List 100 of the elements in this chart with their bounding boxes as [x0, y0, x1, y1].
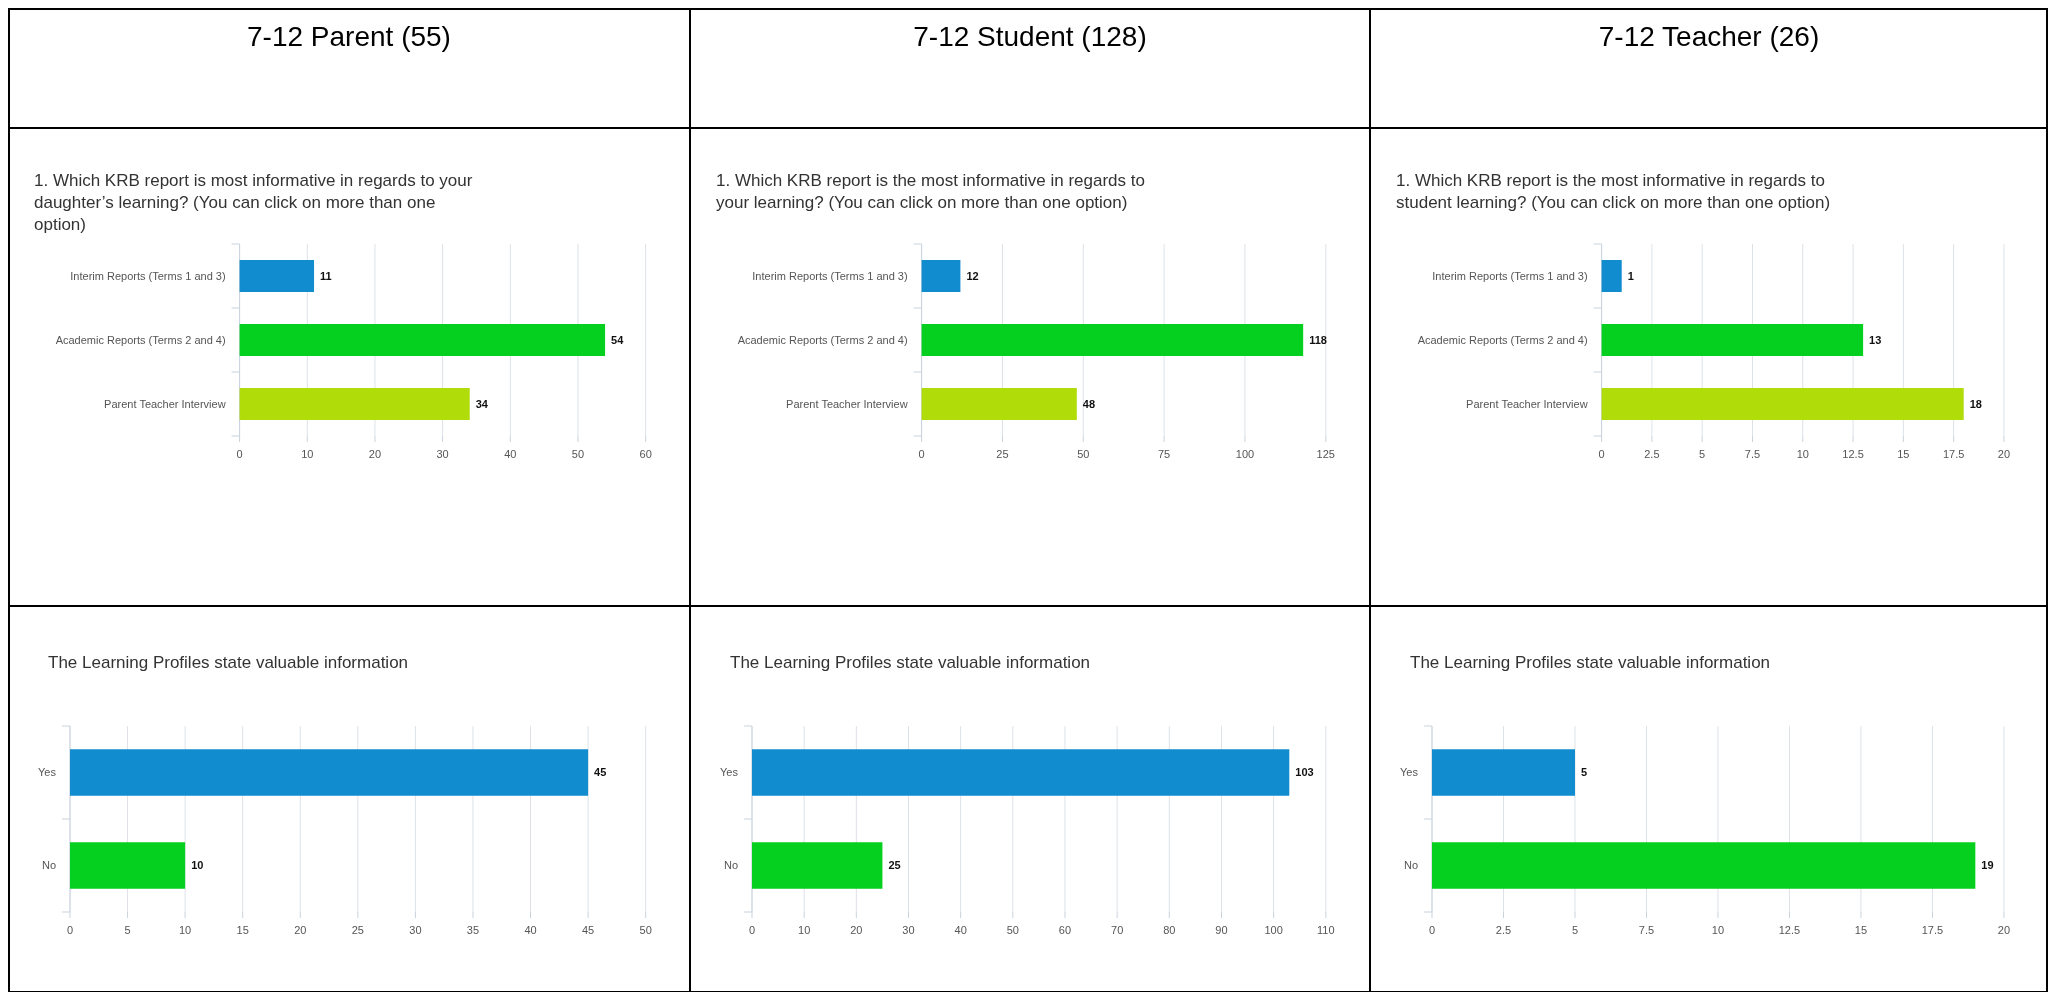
data-label: 1	[1627, 269, 1634, 282]
x-tick-label: 17.5	[1942, 448, 1965, 460]
y-tick-label: Yes	[720, 766, 739, 779]
chart-title: 7-12 Parent (55)	[247, 21, 451, 52]
x-tick-label: 60	[639, 448, 652, 460]
x-tick-label: 7.5	[1638, 924, 1655, 936]
data-label: 11	[320, 269, 332, 282]
data-label: 18	[1969, 397, 1982, 410]
data-label: 10	[191, 859, 204, 872]
chart-title: The Learning Profiles state valuable information	[48, 653, 409, 672]
x-tick-label: 10	[1796, 448, 1809, 460]
data-label: 45	[594, 766, 607, 779]
y-tick-label: No	[723, 859, 738, 872]
data-label: 25	[888, 859, 901, 872]
y-tick-label: Interim Reports (Terms 1 and 3)	[1432, 269, 1588, 282]
y-tick-label: Academic Reports (Terms 2 and 4)	[1417, 333, 1588, 346]
data-label: 48	[1082, 397, 1096, 410]
x-tick-label: 10	[301, 448, 314, 460]
x-tick-label: 30	[436, 448, 449, 460]
bar	[1601, 388, 1964, 420]
x-tick-label: 0	[748, 924, 756, 936]
y-tick-label: Interim Reports (Terms 1 and 3)	[752, 269, 908, 282]
x-tick-label: 110	[1317, 924, 1335, 936]
chart-subtitle: 1. Which KRB report is the most informative in regards to student learning? (You can click on more than one option)	[1396, 171, 1831, 212]
bar	[921, 388, 1077, 420]
x-tick-label: 20	[368, 448, 382, 460]
bar	[921, 260, 961, 292]
bar	[1601, 324, 1864, 356]
x-tick-label: 30	[409, 924, 422, 936]
x-tick-label: 90	[1215, 924, 1228, 936]
x-tick-label: 70	[1111, 924, 1124, 936]
data-label: 103	[1295, 766, 1314, 779]
x-tick-label: 60	[1058, 924, 1072, 936]
bar	[239, 388, 470, 420]
x-tick-label: 0	[236, 448, 243, 460]
x-tick-label: 50	[571, 448, 585, 460]
chart-subtitle: 1. Which KRB report is the most informative in regards to your learning? (You can click on more than one option)	[716, 171, 1145, 212]
x-tick-label: 15	[1897, 448, 1910, 460]
x-tick-label: 50	[639, 924, 652, 936]
data-label: 54	[611, 333, 625, 346]
x-tick-label: 25	[996, 448, 1009, 460]
x-tick-label: 0	[1428, 924, 1436, 936]
x-tick-label: 50	[1006, 924, 1019, 936]
y-tick-label: Parent Teacher Interview	[104, 397, 226, 410]
x-tick-label: 7.5	[1744, 448, 1761, 460]
x-tick-label: 15	[236, 924, 249, 936]
x-tick-label: 20	[1997, 448, 2011, 460]
chart-title: The Learning Profiles state valuable information	[730, 653, 1091, 672]
x-tick-label: 75	[1157, 448, 1171, 460]
y-tick-label: Parent Teacher Interview	[1466, 397, 1588, 410]
x-tick-label: 15	[1854, 924, 1868, 936]
x-tick-label: 50	[1077, 448, 1090, 460]
x-tick-label: 20	[850, 924, 863, 936]
x-tick-label: 10	[798, 924, 811, 936]
data-label: 5	[1580, 766, 1588, 779]
chart-title: 7-12 Student (128)	[913, 21, 1147, 52]
x-tick-label: 5	[124, 924, 131, 936]
bar	[239, 324, 606, 356]
bar	[239, 260, 315, 292]
x-tick-label: 20	[1997, 924, 2011, 936]
x-tick-label: 5	[1699, 448, 1706, 460]
x-tick-label: 2.5	[1644, 448, 1660, 460]
data-label: 19	[1981, 859, 1994, 872]
x-tick-label: 30	[902, 924, 915, 936]
chart-subtitle: 1. Which KRB report is most informative in regards to your daughter’s learning? (You can click on more than one option)	[34, 171, 473, 234]
x-tick-label: 0	[918, 448, 925, 460]
data-label: 12	[966, 269, 979, 282]
x-tick-label: 40	[504, 448, 517, 460]
x-tick-label: 2.5	[1495, 924, 1512, 936]
x-tick-label: 100	[1235, 448, 1255, 460]
x-tick-label: 20	[294, 924, 307, 936]
y-tick-label: Academic Reports (Terms 2 and 4)	[55, 333, 226, 346]
y-tick-label: Yes	[1400, 766, 1419, 779]
x-tick-label: 12.5	[1778, 924, 1801, 936]
x-tick-label: 40	[954, 924, 967, 936]
y-tick-label: No	[1403, 859, 1418, 872]
x-tick-label: 25	[351, 924, 364, 936]
y-tick-label: Parent Teacher Interview	[786, 397, 908, 410]
x-tick-label: 10	[179, 924, 192, 936]
x-tick-label: 45	[581, 924, 595, 936]
x-tick-label: 0	[1598, 448, 1605, 460]
y-tick-label: Interim Reports (Terms 1 and 3)	[70, 269, 226, 282]
x-tick-label: 40	[524, 924, 537, 936]
x-tick-label: 10	[1711, 924, 1725, 936]
bar	[1601, 260, 1622, 292]
chart-title: The Learning Profiles state valuable information	[1410, 653, 1771, 672]
x-tick-label: 80	[1163, 924, 1176, 936]
bar	[921, 324, 1304, 356]
y-tick-label: No	[41, 859, 56, 872]
chart-title: 7-12 Teacher (26)	[1598, 21, 1820, 52]
data-label: 34	[475, 397, 489, 410]
data-label: 118	[1309, 333, 1327, 346]
y-tick-label: Yes	[38, 766, 57, 779]
x-tick-label: 12.5	[1842, 448, 1864, 460]
x-tick-label: 17.5	[1921, 924, 1944, 936]
x-tick-label: 5	[1571, 924, 1579, 936]
x-tick-label: 100	[1264, 924, 1283, 936]
x-tick-label: 0	[66, 924, 74, 936]
x-tick-label: 125	[1316, 448, 1335, 460]
y-tick-label: Academic Reports (Terms 2 and 4)	[737, 333, 908, 346]
